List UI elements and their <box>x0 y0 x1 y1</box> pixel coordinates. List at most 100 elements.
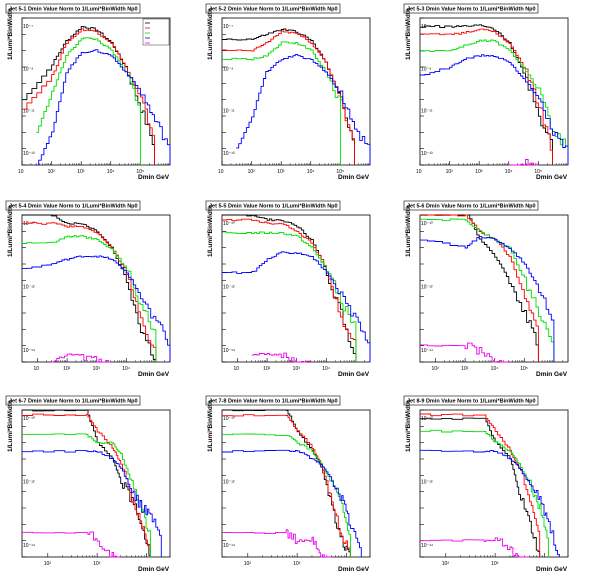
series-red-line <box>22 413 151 557</box>
series-red-line <box>420 28 553 165</box>
series-magenta-line <box>51 353 111 363</box>
series-magenta-line <box>420 537 530 558</box>
series-blue-line <box>236 54 371 165</box>
pad-title-box <box>205 395 341 406</box>
pad-title-box <box>205 3 341 14</box>
x-tick-label: 10⁵ <box>136 169 144 175</box>
x-tick-label: 10³ <box>293 366 301 372</box>
x-tick-label: 10⁵ <box>534 169 542 175</box>
pad-title: Jet 5-6 Dmin Value Norm to 1/Lumi*BinWid… <box>407 204 536 210</box>
series-green-line <box>420 429 549 557</box>
y-tick-label: 10⁻⁹ <box>223 66 233 72</box>
plot-frame <box>221 17 371 166</box>
x-tick-label: 10² <box>63 366 71 372</box>
pad-title: Jet 6-7 Dmin Value Norm to 1/Lumi*BinWid… <box>9 399 138 405</box>
y-tick-label: 10⁻¹¹ <box>421 109 433 115</box>
x-tick-label: 10⁴ <box>122 366 130 372</box>
x-tick-label: 10⁴ <box>322 366 330 372</box>
y-tick-label: 10⁻⁷ <box>223 24 233 30</box>
series-red-line <box>420 214 539 362</box>
pad-title: Jet 5-2 Dmin Value Norm to 1/Lumi*BinWid… <box>209 7 338 13</box>
plot-pad-2: Jet 5-2 Dmin Value Norm to 1/Lumi*BinWid… <box>205 3 371 181</box>
x-axis-title: Dmin GeV <box>536 371 568 378</box>
plot-frame <box>21 409 171 558</box>
y-axis-title: 1/Lumi*BinWidth <box>7 205 14 257</box>
pad-title: Jet 5-5 Dmin Value Norm to 1/Lumi*BinWid… <box>209 204 338 210</box>
plot-pad-9: Jet 8-9 Dmin Value Norm to 1/Lumi*BinWid… <box>403 395 569 572</box>
x-tick-label: 10² <box>263 366 271 372</box>
pad-title-box <box>403 3 539 14</box>
x-tick-label: 10 <box>416 169 422 175</box>
y-axis-title: 1/Lumi*BinWidth <box>405 400 412 452</box>
pad-title: Jet 5-4 Dmin Value Norm to 1/Lumi*BinWid… <box>9 204 138 210</box>
series-green-line <box>420 39 569 165</box>
y-tick-label: 10⁻¹² <box>421 285 433 291</box>
x-tick-label: 10² <box>48 169 56 175</box>
pad-title: Jet 5-3 Dmin Value Norm to 1/Lumi*BinWid… <box>407 7 536 13</box>
series-magenta-line <box>22 531 121 558</box>
plot-frame <box>419 17 569 166</box>
y-tick-label: 10⁻⁷ <box>23 24 33 30</box>
series-green-line <box>22 235 157 362</box>
y-tick-label: 10⁻¹² <box>223 480 235 486</box>
y-tick-label: 10⁻¹² <box>23 285 35 291</box>
series-magenta-line <box>420 342 509 363</box>
x-tick-label: 10² <box>446 169 454 175</box>
x-tick-label: 10² <box>44 561 52 567</box>
series-blue-line <box>22 450 162 557</box>
x-axis-title: Dmin GeV <box>138 174 170 181</box>
series-black-line <box>420 24 553 165</box>
pad-title-box <box>5 3 141 14</box>
x-axis-title: Dmin GeV <box>338 371 370 378</box>
y-tick-label: 10⁻¹⁴ <box>421 543 433 549</box>
series-blue-line <box>222 251 371 362</box>
x-tick-label: 10⁴ <box>307 169 315 175</box>
y-tick-label: 10⁻⁹ <box>23 66 33 72</box>
y-axis-title: 1/Lumi*BinWidth <box>7 8 14 60</box>
y-tick-label: 10⁻¹³ <box>421 151 433 157</box>
y-tick-label: 10⁻⁷ <box>421 24 431 30</box>
series-magenta-line <box>222 529 332 558</box>
series-green-line <box>222 41 341 165</box>
x-tick-label: 10⁴ <box>491 366 499 372</box>
plot-frame <box>221 409 371 558</box>
y-tick-label: 10⁻¹⁰ <box>223 221 235 227</box>
plot-pad-6: Jet 5-6 Dmin Value Norm to 1/Lumi*BinWid… <box>403 200 569 378</box>
series-blue-line <box>420 54 569 165</box>
y-tick-label: 10⁻¹¹ <box>223 109 235 115</box>
plot-pad-1: Jet 5-1 Dmin Value Norm to 1/Lumi*BinWid… <box>5 3 171 181</box>
series-blue-line <box>420 449 560 557</box>
x-axis-title: Dmin GeV <box>536 174 568 181</box>
y-axis-title: 1/Lumi*BinWidth <box>207 400 214 452</box>
y-tick-label: 10⁻¹³ <box>223 151 235 157</box>
plot-frame <box>419 409 569 558</box>
series-blue-line <box>222 449 362 557</box>
x-tick-label: 10⁴ <box>505 169 513 175</box>
y-tick-label: 10⁻¹⁰ <box>421 221 433 227</box>
series-black-line <box>222 409 351 557</box>
y-tick-label: 10⁻¹² <box>23 480 35 486</box>
y-tick-label: 10⁻¹⁴ <box>223 348 235 354</box>
x-axis-title: Dmin GeV <box>138 371 170 378</box>
x-tick-label: 10³ <box>77 169 85 175</box>
x-tick-label: 10³ <box>93 561 101 567</box>
x-tick-label: 10² <box>248 169 256 175</box>
x-tick-label: 10³ <box>491 561 499 567</box>
x-tick-label: 10⁵ <box>520 366 528 372</box>
y-tick-label: 10⁻¹⁰ <box>223 416 235 422</box>
x-axis-title: Dmin GeV <box>338 174 370 181</box>
plot-frame <box>21 17 171 166</box>
plot-pad-8: Jet 7-8 Dmin Value Norm to 1/Lumi*BinWid… <box>205 395 371 572</box>
plot-pad-5: Jet 5-5 Dmin Value Norm to 1/Lumi*BinWid… <box>205 200 371 378</box>
x-tick-label: 10⁴ <box>107 169 115 175</box>
x-tick-label: 10² <box>244 561 252 567</box>
x-tick-label: 10 <box>18 169 24 175</box>
series-red-line <box>222 414 351 557</box>
x-tick-label: 10⁵ <box>336 169 344 175</box>
y-tick-label: 10⁻¹⁴ <box>421 348 433 354</box>
x-tick-label: 10² <box>431 366 439 372</box>
y-tick-label: 10⁻¹¹ <box>23 109 35 115</box>
y-tick-label: 10⁻¹⁴ <box>223 543 235 549</box>
x-tick-label: 10³ <box>277 169 285 175</box>
x-tick-label: 10 <box>218 169 224 175</box>
